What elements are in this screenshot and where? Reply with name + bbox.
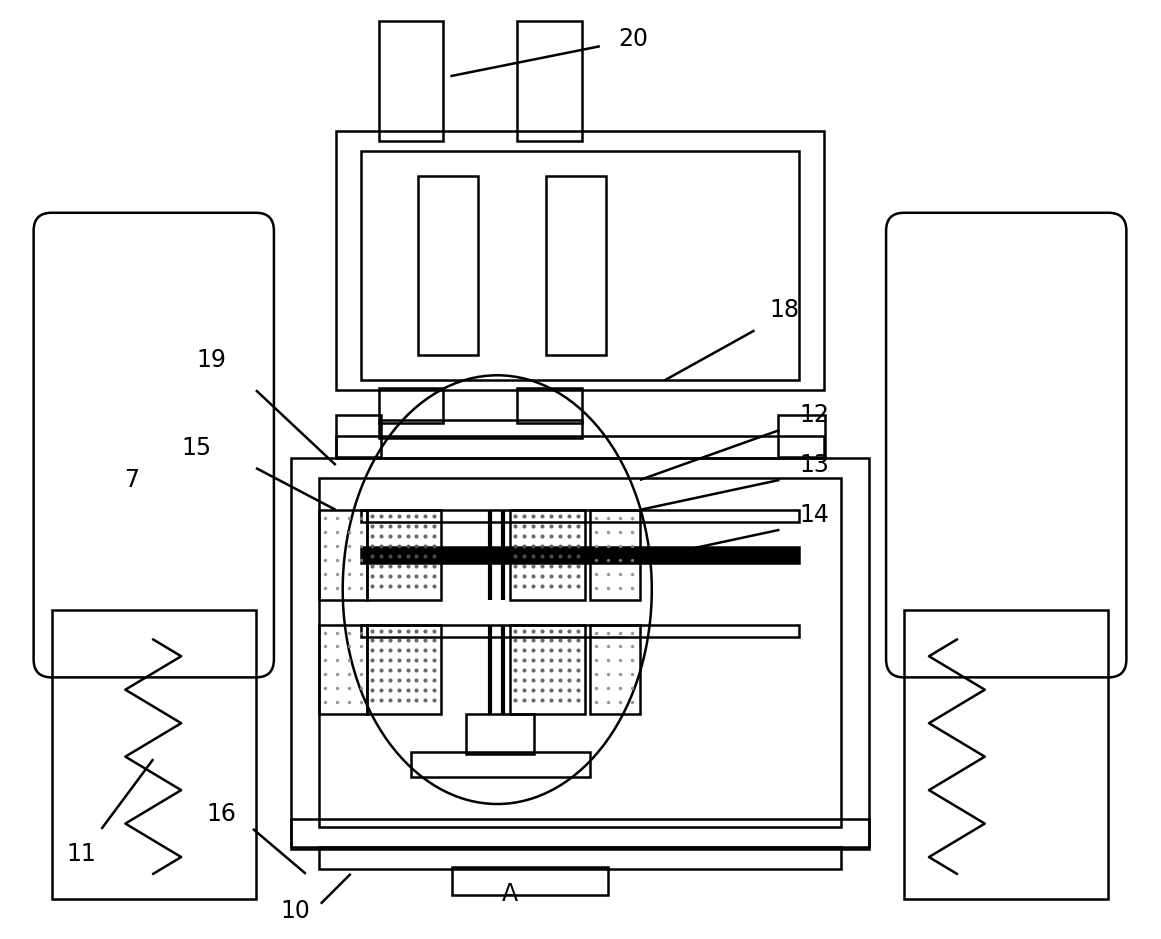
Bar: [590, 510, 640, 600]
Bar: [336, 415, 381, 457]
Bar: [336, 436, 824, 458]
Bar: [510, 624, 585, 715]
Bar: [590, 624, 640, 715]
Bar: [378, 420, 582, 439]
Bar: [778, 415, 825, 457]
Bar: [361, 546, 800, 562]
Bar: [367, 510, 441, 600]
Text: 10: 10: [281, 899, 311, 923]
Text: A: A: [503, 882, 518, 906]
Bar: [367, 624, 441, 715]
Bar: [378, 388, 444, 423]
Text: 13: 13: [800, 453, 829, 477]
Text: 15: 15: [181, 436, 211, 460]
Bar: [453, 867, 608, 895]
Bar: [411, 752, 590, 777]
Text: 20: 20: [618, 27, 648, 52]
Bar: [319, 847, 842, 869]
Bar: [378, 22, 444, 141]
Bar: [336, 131, 824, 391]
Bar: [291, 819, 870, 849]
Bar: [467, 715, 534, 754]
Text: 12: 12: [800, 403, 829, 427]
Bar: [319, 478, 842, 827]
Bar: [510, 510, 585, 600]
Bar: [546, 176, 606, 355]
Bar: [319, 624, 367, 715]
Bar: [291, 458, 870, 847]
Bar: [361, 151, 800, 380]
Text: 14: 14: [800, 503, 829, 527]
Text: 7: 7: [124, 468, 139, 492]
Bar: [904, 609, 1109, 899]
Bar: [517, 388, 582, 423]
Bar: [361, 624, 800, 637]
Text: 19: 19: [196, 348, 226, 373]
Bar: [361, 510, 800, 522]
Text: 16: 16: [207, 802, 236, 826]
Text: 18: 18: [770, 299, 800, 322]
Bar: [51, 609, 255, 899]
Text: 11: 11: [66, 842, 96, 866]
Bar: [517, 22, 582, 141]
Bar: [319, 510, 367, 600]
Bar: [418, 176, 478, 355]
